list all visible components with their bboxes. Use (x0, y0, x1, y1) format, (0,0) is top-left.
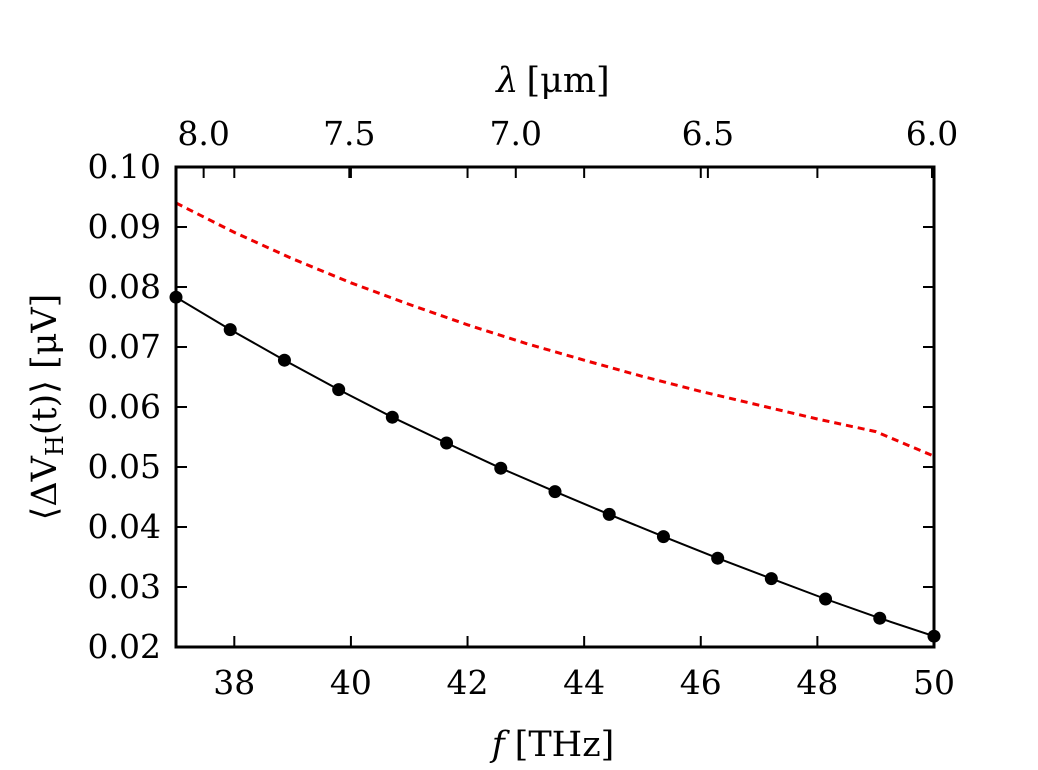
top-axis-label: λ [μm] (494, 61, 609, 101)
x-tick-label: 50 (913, 663, 955, 702)
data-point (711, 551, 725, 565)
series-layer (169, 201, 941, 643)
plot-frame (174, 165, 936, 649)
data-point (873, 611, 887, 625)
data-point (819, 592, 833, 606)
data-point (332, 383, 346, 397)
top-tick-label: 6.0 (906, 114, 958, 153)
data-point (494, 461, 508, 475)
y-tick-label: 0.09 (88, 207, 161, 246)
y-axis-label: ⟨ΔVH(t)⟩ [μV] (25, 294, 69, 521)
top-tick-label: 7.0 (490, 114, 542, 153)
data-point (764, 572, 778, 586)
y-tick-label: 0.08 (88, 267, 161, 306)
data-point (277, 353, 291, 367)
data-point (223, 323, 237, 337)
x-tick-label: 48 (796, 663, 838, 702)
data-point (656, 530, 670, 544)
y-tick-label: 0.07 (88, 327, 161, 366)
data-point (548, 485, 562, 499)
y-tick-label: 0.04 (88, 507, 161, 546)
x-tick-label: 42 (447, 663, 489, 702)
x-tick-label: 38 (213, 663, 255, 702)
y-tick-label: 0.05 (88, 447, 161, 486)
top-tick-label: 8.0 (177, 114, 229, 153)
data-point (440, 436, 454, 450)
x-tick-label: 44 (563, 663, 605, 702)
data-point (602, 507, 616, 521)
ticks-layer: 38 40 42 44 46 48 50 0.02 0.03 0.04 0.05 0.06 0.07 0.… (88, 114, 959, 702)
y-tick-label: 0.10 (88, 147, 161, 186)
data-point (385, 410, 399, 424)
y-tick-label: 0.06 (88, 387, 161, 426)
top-tick-label: 7.5 (323, 114, 375, 153)
x-tick-label: 46 (680, 663, 722, 702)
y-tick-label: 0.02 (88, 627, 161, 666)
y-tick-label: 0.03 (88, 567, 161, 606)
top-tick-label: 6.5 (682, 114, 734, 153)
x-tick-label: 40 (330, 663, 372, 702)
